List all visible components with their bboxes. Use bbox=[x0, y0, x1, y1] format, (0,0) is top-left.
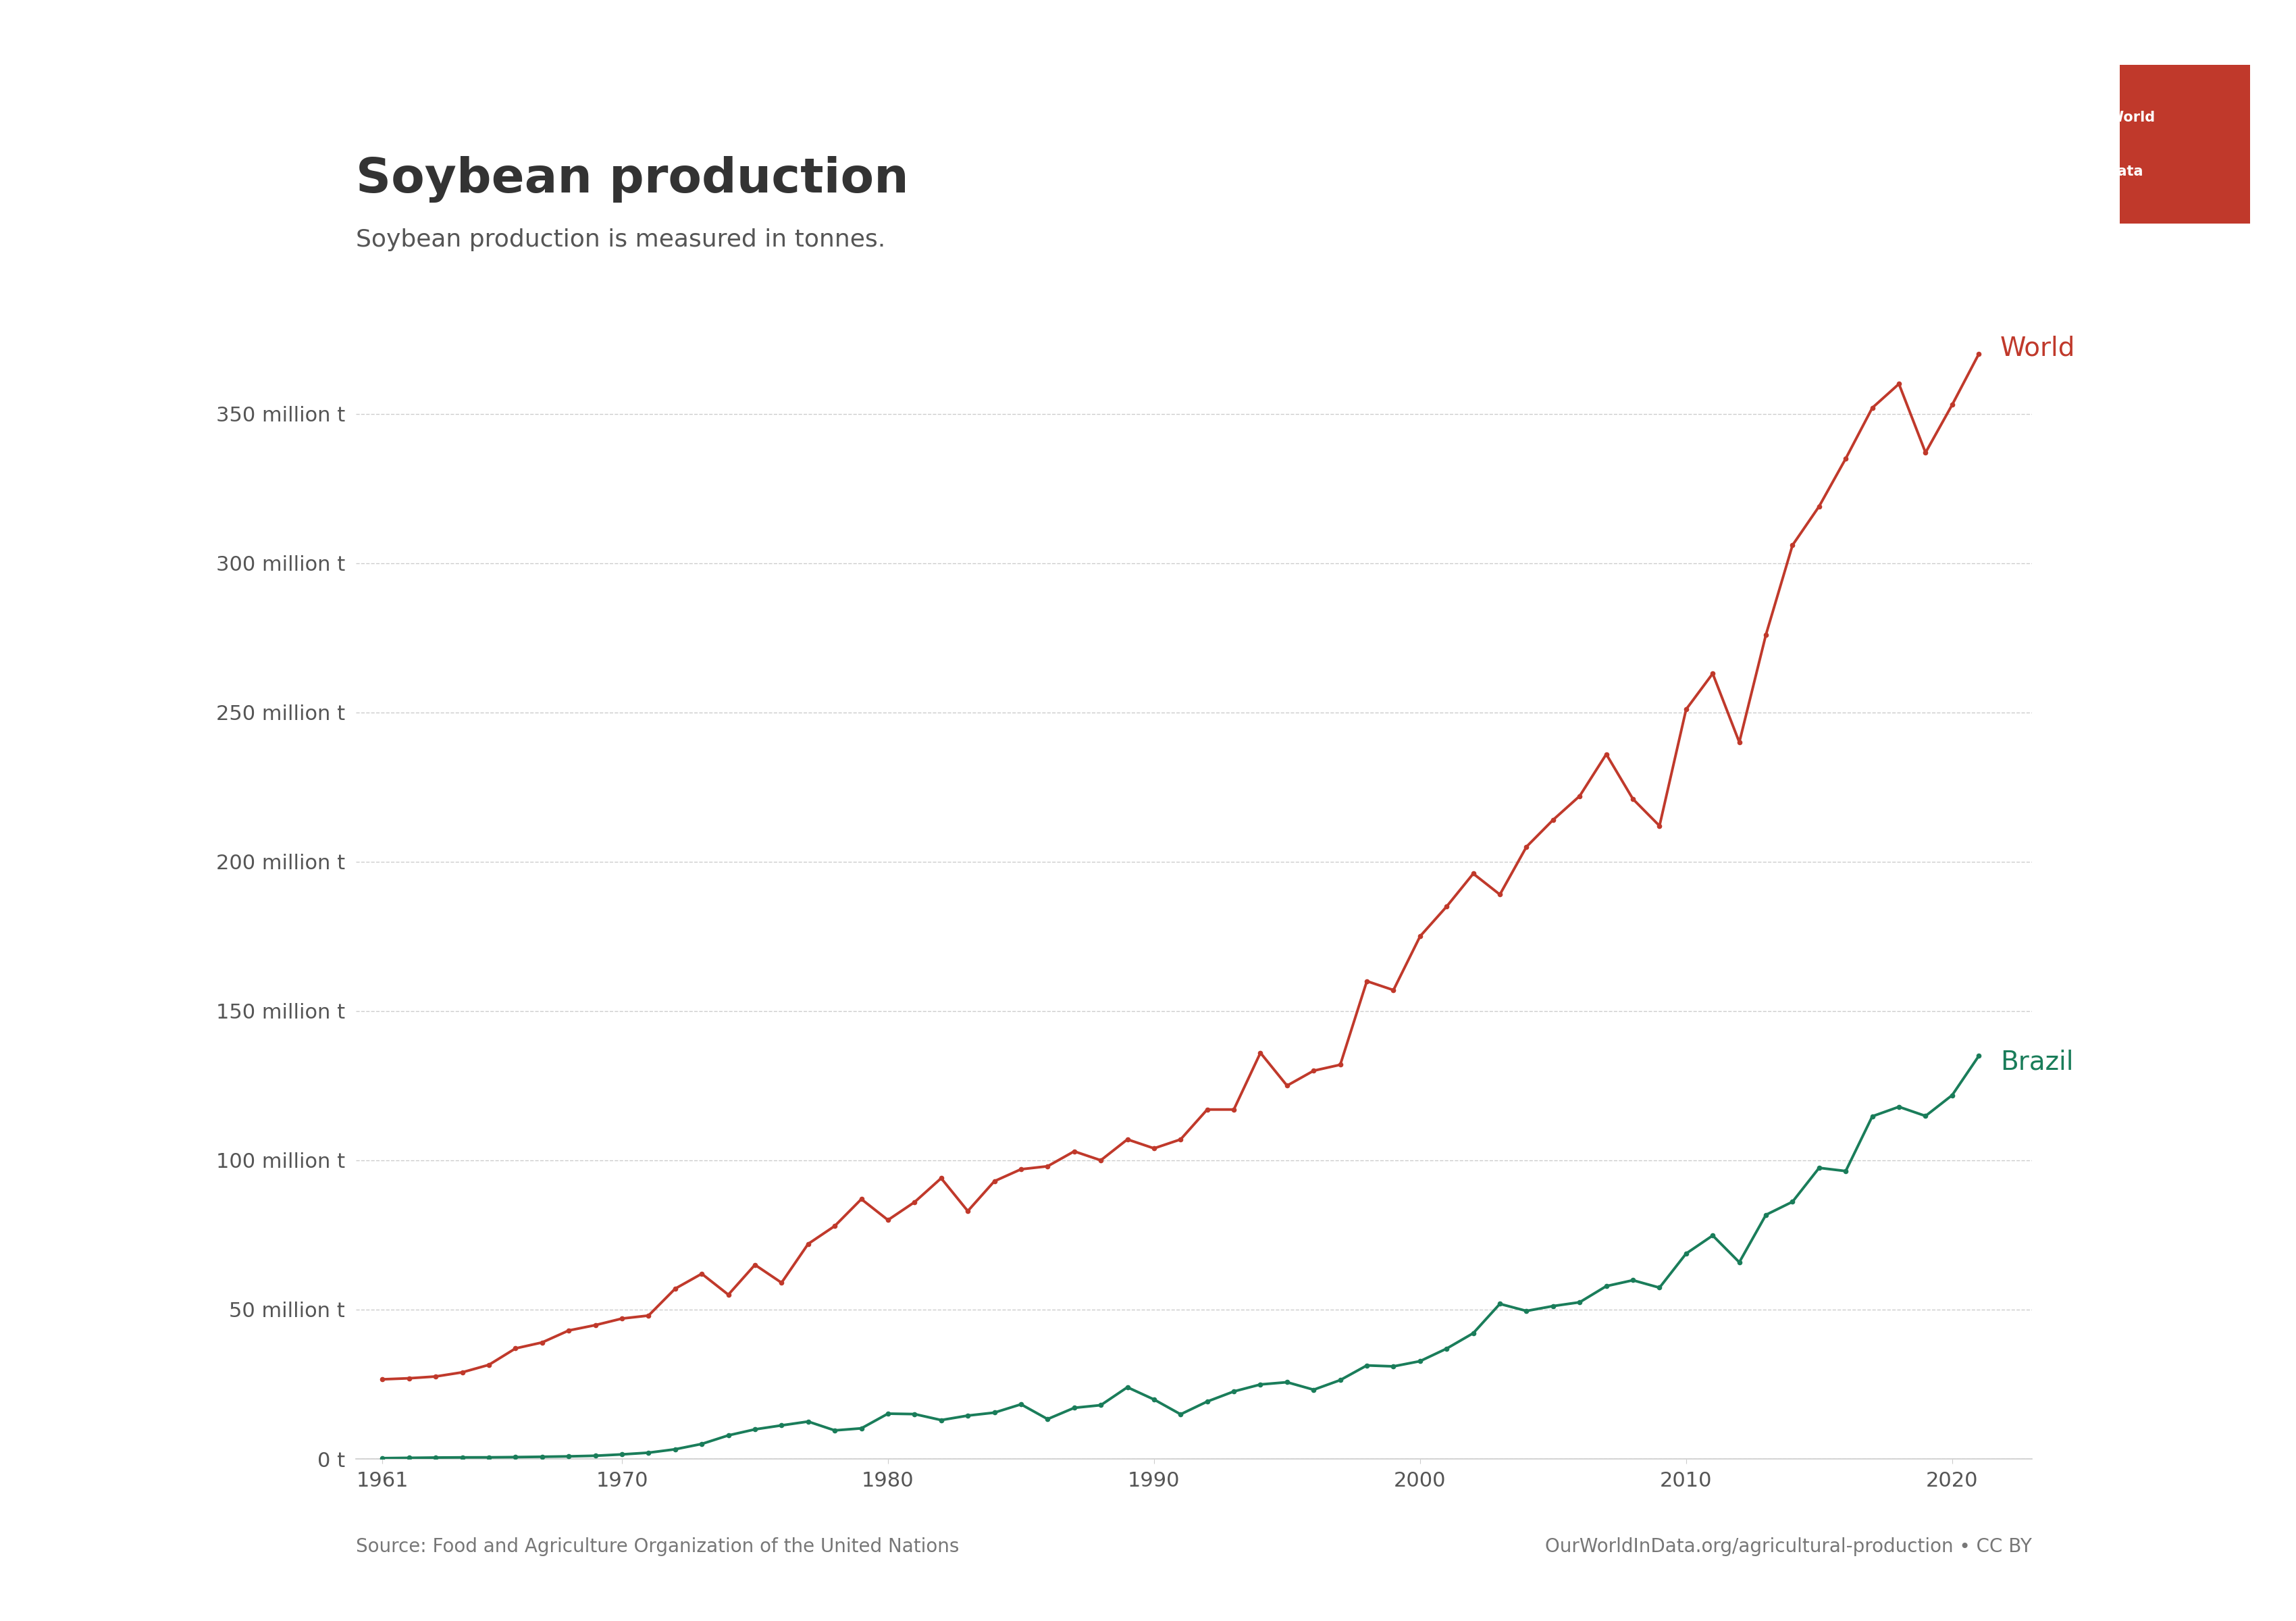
FancyBboxPatch shape bbox=[2119, 65, 2250, 224]
Text: Soybean production is measured in tonnes.: Soybean production is measured in tonnes… bbox=[356, 229, 886, 251]
Text: Source: Food and Agriculture Organization of the United Nations: Source: Food and Agriculture Organizatio… bbox=[356, 1537, 960, 1556]
Text: OurWorldInData.org/agricultural-production • CC BY: OurWorldInData.org/agricultural-producti… bbox=[1545, 1537, 2032, 1556]
Text: World: World bbox=[2000, 336, 2076, 361]
Text: Soybean production: Soybean production bbox=[356, 156, 909, 203]
Text: Our World: Our World bbox=[2073, 110, 2156, 125]
Text: Brazil: Brazil bbox=[2000, 1049, 2073, 1075]
Text: in Data: in Data bbox=[2087, 164, 2142, 178]
